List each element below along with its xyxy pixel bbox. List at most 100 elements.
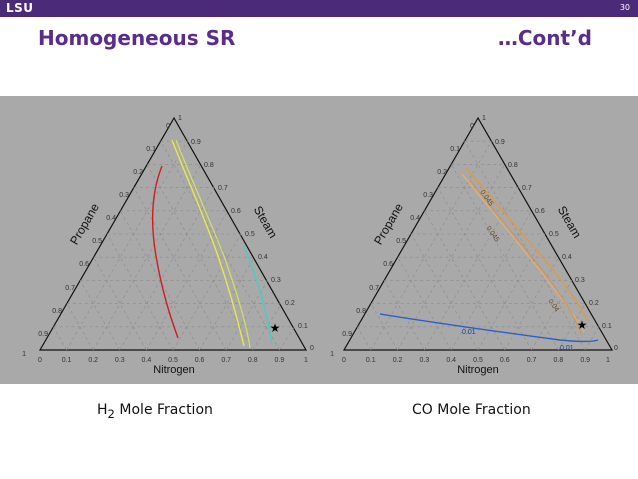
left-contour-yellow-2 (175, 139, 251, 349)
right-tick-right-0: 1 (482, 115, 486, 122)
right-tick-right-7: 0.3 (575, 277, 585, 284)
right-tick-left-7: 0.7 (369, 285, 379, 292)
left-tick-right-1: 0.9 (191, 139, 201, 146)
right-star-marker: ★ (577, 318, 588, 332)
right-tick-left-1: 0.1 (450, 146, 460, 153)
left-tick-bottom-0: 0 (38, 357, 42, 364)
left-tick-left-5: 0.5 (92, 238, 102, 245)
right-ternary: ★ 0.045 0.045 0.04 0.01 0.01 0 0.1 0.2 0… (330, 115, 618, 376)
ternary-plots: ★ 0 0.1 0.2 0.3 0.4 0.5 0.6 0.7 0.8 0.9 … (22, 115, 618, 376)
right-tick-right-2: 0.8 (508, 162, 518, 169)
left-tick-bottom-1: 0.1 (62, 357, 72, 364)
right-tick-right-1: 0.9 (495, 139, 505, 146)
figure-panel: ★ 0 0.1 0.2 0.3 0.4 0.5 0.6 0.7 0.8 0.9 … (0, 96, 638, 384)
left-tick-right-3: 0.7 (218, 185, 228, 192)
left-tick-left-8: 0.8 (52, 308, 62, 315)
left-tick-right-10: 0 (310, 345, 314, 352)
left-tick-bottom-4: 0.4 (142, 357, 152, 364)
left-tick-left-7: 0.7 (65, 285, 75, 292)
left-tick-bottom-6: 0.6 (195, 357, 205, 364)
right-contour-label-5: 0.01 (560, 345, 574, 352)
right-tick-right-4: 0.6 (535, 208, 545, 215)
left-tick-right-6: 0.4 (258, 254, 268, 261)
slide-subtitle: …Cont’d (497, 26, 592, 50)
left-contour-red (151, 165, 179, 339)
right-tick-left-9: 0.9 (342, 331, 352, 338)
right-contour-orange-1 (465, 167, 589, 323)
left-tick-left-2: 0.2 (133, 169, 143, 176)
right-contour-blue (379, 313, 599, 343)
right-tick-bottom-6: 0.6 (500, 357, 510, 364)
page-number: 30 (619, 3, 630, 12)
right-tick-left-4: 0.4 (410, 215, 420, 222)
right-contour-orange-2 (461, 173, 585, 333)
left-ternary: ★ 0 0.1 0.2 0.3 0.4 0.5 0.6 0.7 0.8 0.9 … (22, 115, 314, 376)
caption-h2: H2 Mole Fraction (97, 402, 213, 421)
left-tick-left-0: 0 (166, 123, 170, 130)
left-tick-left-10: 1 (22, 351, 26, 358)
right-tick-bottom-1: 0.1 (366, 357, 376, 364)
left-tick-left-1: 0.1 (146, 146, 156, 153)
right-tick-left-5: 0.5 (396, 238, 406, 245)
lsu-logo: LSU (6, 1, 34, 15)
left-contour-yellow (171, 139, 245, 347)
right-tick-right-6: 0.4 (562, 254, 572, 261)
right-tick-right-5: 0.5 (549, 231, 559, 238)
right-tick-left-6: 0.6 (383, 261, 393, 268)
right-tick-right-10: 0 (614, 345, 618, 352)
left-star-marker: ★ (270, 321, 281, 335)
right-tick-bottom-2: 0.2 (393, 357, 403, 364)
left-tick-right-9: 0.1 (298, 323, 308, 330)
caption-h2-sub: 2 (107, 406, 115, 421)
right-tick-bottom-3: 0.3 (420, 357, 430, 364)
caption-h2-rest: Mole Fraction (114, 402, 213, 418)
right-tick-bottom-8: 0.8 (554, 357, 564, 364)
left-tick-bottom-7: 0.7 (221, 357, 231, 364)
left-tick-bottom-5: 0.5 (168, 357, 178, 364)
right-axis-nitrogen: Nitrogen (457, 364, 499, 376)
left-tick-bottom-8: 0.8 (248, 357, 258, 364)
left-tick-bottom-3: 0.3 (115, 357, 125, 364)
right-contour-label-3: 0.04 (546, 298, 560, 313)
left-axis-nitrogen: Nitrogen (153, 364, 195, 376)
right-tick-bottom-5: 0.5 (473, 357, 483, 364)
right-axis-steam: Steam (555, 203, 584, 240)
right-tick-left-0: 0 (470, 123, 474, 130)
left-tick-left-9: 0.9 (38, 331, 48, 338)
right-tick-left-2: 0.2 (437, 169, 447, 176)
left-axis-steam: Steam (251, 203, 280, 240)
right-tick-bottom-10: 1 (606, 357, 610, 364)
right-tick-left-10: 1 (330, 351, 334, 358)
right-contour-label-4: 0.01 (462, 329, 476, 336)
left-tick-bottom-2: 0.2 (88, 357, 98, 364)
right-tick-right-3: 0.7 (522, 185, 532, 192)
right-tick-bottom-9: 0.9 (580, 357, 590, 364)
right-tick-bottom-0: 0 (342, 357, 346, 364)
right-tick-bottom-4: 0.4 (446, 357, 456, 364)
right-contour-orange-3 (469, 179, 583, 337)
right-tick-right-9: 0.1 (602, 323, 612, 330)
left-tick-bottom-9: 0.9 (275, 357, 285, 364)
right-tick-left-3: 0.3 (423, 192, 433, 199)
left-tick-right-5: 0.5 (245, 231, 255, 238)
caption-h2-main: H (97, 402, 108, 418)
left-grid (53, 140, 295, 351)
right-tick-bottom-7: 0.7 (527, 357, 537, 364)
left-tick-right-2: 0.8 (204, 162, 214, 169)
left-tick-bottom-10: 1 (304, 357, 308, 364)
left-tick-left-6: 0.6 (79, 261, 89, 268)
left-contour-cyan (243, 245, 273, 345)
left-tick-right-7: 0.3 (271, 277, 281, 284)
right-grid (357, 140, 599, 351)
left-tick-left-4: 0.4 (106, 215, 116, 222)
left-tick-right-8: 0.2 (285, 300, 295, 307)
left-tick-right-4: 0.6 (231, 208, 241, 215)
top-bar: LSU 30 (0, 0, 638, 17)
right-tick-right-8: 0.2 (589, 300, 599, 307)
left-tick-right-0: 1 (178, 115, 182, 122)
caption-co: CO Mole Fraction (412, 402, 531, 418)
left-tick-left-3: 0.3 (119, 192, 129, 199)
slide-title: Homogeneous SR (38, 26, 236, 50)
right-tick-left-8: 0.8 (356, 308, 366, 315)
right-contour-label-2: 0.045 (484, 225, 500, 243)
